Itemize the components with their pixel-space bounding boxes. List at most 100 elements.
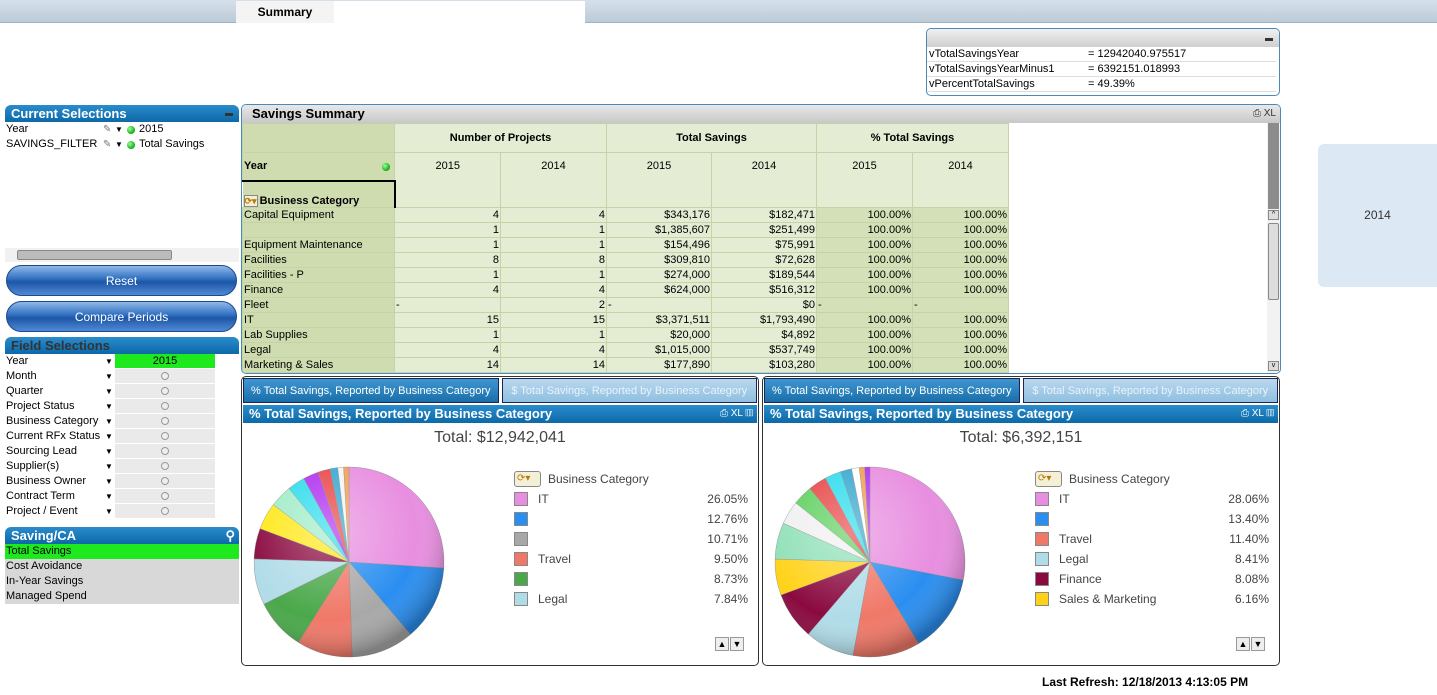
legend-item[interactable]: Sales & Marketing 6.16% bbox=[1035, 589, 1275, 609]
field-selection-row[interactable]: Sourcing Lead ▼ bbox=[5, 444, 239, 459]
dropdown-icon[interactable]: ▼ bbox=[105, 387, 113, 396]
radio-icon[interactable] bbox=[161, 432, 169, 440]
field-selection-row[interactable]: Year ▼ 2015 bbox=[5, 354, 239, 369]
vertical-scrollbar[interactable]: ^ v bbox=[1267, 123, 1280, 373]
dropdown-icon[interactable]: ▼ bbox=[105, 432, 113, 441]
legend-item[interactable]: 12.76% bbox=[514, 509, 754, 529]
tab-percent-savings[interactable]: % Total Savings, Reported by Business Ca… bbox=[243, 378, 499, 403]
scroll-down-icon[interactable]: ▼ bbox=[730, 637, 744, 651]
legend-scroll[interactable]: ▲ ▼ bbox=[715, 637, 744, 651]
dropdown-icon[interactable]: ▼ bbox=[105, 447, 113, 456]
minimize-icon[interactable] bbox=[225, 113, 233, 116]
field-value-cell[interactable] bbox=[115, 474, 215, 488]
xl-icon[interactable]: XL bbox=[1263, 108, 1276, 119]
dropdown-icon[interactable]: ▼ bbox=[105, 477, 113, 486]
legend-item[interactable]: Legal 7.84% bbox=[514, 589, 754, 609]
tab-dollar-savings[interactable]: $ Total Savings, Reported by Business Ca… bbox=[1022, 378, 1278, 403]
legend-item[interactable]: IT 26.05% bbox=[514, 489, 754, 509]
print-xl-icons[interactable]: ⎙ XL bbox=[1252, 108, 1276, 119]
field-selection-row[interactable]: Project Status ▼ bbox=[5, 399, 239, 414]
radio-icon[interactable] bbox=[161, 507, 169, 515]
radio-icon[interactable] bbox=[161, 417, 169, 425]
tab-dollar-savings[interactable]: $ Total Savings, Reported by Business Ca… bbox=[501, 378, 757, 403]
field-value-cell[interactable]: 2015 bbox=[115, 354, 215, 368]
field-selection-row[interactable]: Quarter ▼ bbox=[5, 384, 239, 399]
scroll-down-icon[interactable]: v bbox=[1268, 361, 1279, 371]
scroll-down-icon[interactable]: ▼ bbox=[1251, 637, 1265, 651]
eraser-icon[interactable]: ✎ bbox=[103, 139, 112, 150]
field-selection-row[interactable]: Business Owner ▼ bbox=[5, 474, 239, 489]
pie-chart[interactable] bbox=[773, 462, 973, 662]
dropdown-icon[interactable]: ▼ bbox=[105, 462, 113, 471]
dropdown-icon[interactable]: ▼ bbox=[105, 492, 113, 501]
tab-percent-savings[interactable]: % Total Savings, Reported by Business Ca… bbox=[764, 378, 1020, 403]
search-icon[interactable]: ⚲ bbox=[225, 528, 235, 543]
dropdown-icon[interactable]: ▼ bbox=[105, 507, 113, 516]
field-value-cell[interactable] bbox=[115, 429, 215, 443]
category-dimension-header[interactable]: ⟳▾ Business Category bbox=[242, 179, 396, 208]
tab-summary[interactable]: Summary bbox=[236, 1, 334, 23]
minimize-icon[interactable] bbox=[1265, 38, 1273, 41]
horizontal-scrollbar[interactable] bbox=[5, 248, 239, 262]
field-selection-row[interactable]: Supplier(s) ▼ bbox=[5, 459, 239, 474]
tab-label[interactable]: % Total Savings, Reported by Business Ca… bbox=[251, 384, 491, 397]
compare-periods-button[interactable]: Compare Periods bbox=[6, 301, 237, 332]
eraser-icon[interactable]: ✎ bbox=[103, 124, 112, 135]
pie-chart[interactable] bbox=[252, 462, 452, 662]
legend-item[interactable]: 13.40% bbox=[1035, 509, 1275, 529]
radio-icon[interactable] bbox=[161, 477, 169, 485]
dropdown-icon[interactable]: ▼ bbox=[105, 402, 113, 411]
legend-item[interactable]: Travel 11.40% bbox=[1035, 529, 1275, 549]
chart-icons[interactable]: ⎙ XL ▥ bbox=[1240, 408, 1274, 419]
dropdown-icon[interactable]: ▼ bbox=[105, 417, 113, 426]
tab-label[interactable]: % Total Savings, Reported by Business Ca… bbox=[772, 384, 1012, 397]
scroll-up-icon[interactable]: ▲ bbox=[715, 637, 729, 651]
listbox-item[interactable]: Cost Avoidance bbox=[5, 559, 239, 574]
legend-item[interactable]: Finance 8.08% bbox=[1035, 569, 1275, 589]
listbox-item[interactable]: Managed Spend bbox=[5, 589, 239, 604]
year-2014-box[interactable]: 2014 bbox=[1318, 144, 1437, 287]
field-value-cell[interactable] bbox=[115, 384, 215, 398]
listbox-item[interactable]: Total Savings bbox=[5, 544, 239, 559]
scrollbar-thumb[interactable] bbox=[17, 250, 172, 260]
radio-icon[interactable] bbox=[161, 402, 169, 410]
field-value-cell[interactable] bbox=[115, 399, 215, 413]
legend-item[interactable]: 10.71% bbox=[514, 529, 754, 549]
chart-icons[interactable]: ⎙ XL ▥ bbox=[719, 408, 753, 419]
field-value-cell[interactable] bbox=[115, 489, 215, 503]
field-selection-row[interactable]: Month ▼ bbox=[5, 369, 239, 384]
legend-item[interactable]: IT 28.06% bbox=[1035, 489, 1275, 509]
scrollbar-thumb[interactable] bbox=[1268, 223, 1279, 300]
field-value-cell[interactable] bbox=[115, 504, 215, 518]
legend-item[interactable]: Travel 9.50% bbox=[514, 549, 754, 569]
radio-icon[interactable] bbox=[161, 387, 169, 395]
cycle-group-icon[interactable]: ⟳▾ bbox=[514, 471, 541, 487]
listbox-item[interactable]: In-Year Savings bbox=[5, 574, 239, 589]
field-selection-row[interactable]: Contract Term ▼ bbox=[5, 489, 239, 504]
dropdown-icon[interactable]: ▼ bbox=[115, 140, 123, 149]
field-selection-row[interactable]: Current RFx Status ▼ bbox=[5, 429, 239, 444]
radio-icon[interactable] bbox=[161, 447, 169, 455]
legend-item[interactable]: 8.73% bbox=[514, 569, 754, 589]
field-value-cell[interactable] bbox=[115, 369, 215, 383]
dropdown-icon[interactable]: ▼ bbox=[105, 357, 113, 366]
field-value-cell[interactable] bbox=[115, 459, 215, 473]
field-selection-row[interactable]: Project / Event ▼ bbox=[5, 504, 239, 519]
scroll-up-icon[interactable]: ^ bbox=[1268, 210, 1279, 220]
cycle-group-icon[interactable]: ⟳▾ bbox=[243, 195, 258, 207]
radio-icon[interactable] bbox=[161, 492, 169, 500]
field-value-cell[interactable] bbox=[115, 444, 215, 458]
tab-label[interactable]: $ Total Savings, Reported by Business Ca… bbox=[511, 384, 748, 397]
legend-scroll[interactable]: ▲ ▼ bbox=[1236, 637, 1265, 651]
dropdown-icon[interactable]: ▼ bbox=[105, 372, 113, 381]
scroll-up-icon[interactable]: ▲ bbox=[1236, 637, 1250, 651]
tab-label[interactable]: $ Total Savings, Reported by Business Ca… bbox=[1032, 384, 1269, 397]
dropdown-icon[interactable]: ▼ bbox=[115, 125, 123, 134]
radio-icon[interactable] bbox=[161, 372, 169, 380]
reset-button[interactable]: Reset bbox=[6, 265, 237, 296]
cycle-group-icon[interactable]: ⟳▾ bbox=[1035, 471, 1062, 487]
legend-item[interactable]: Legal 8.41% bbox=[1035, 549, 1275, 569]
field-selection-row[interactable]: Business Category ▼ bbox=[5, 414, 239, 429]
field-value-cell[interactable] bbox=[115, 414, 215, 428]
radio-icon[interactable] bbox=[161, 462, 169, 470]
